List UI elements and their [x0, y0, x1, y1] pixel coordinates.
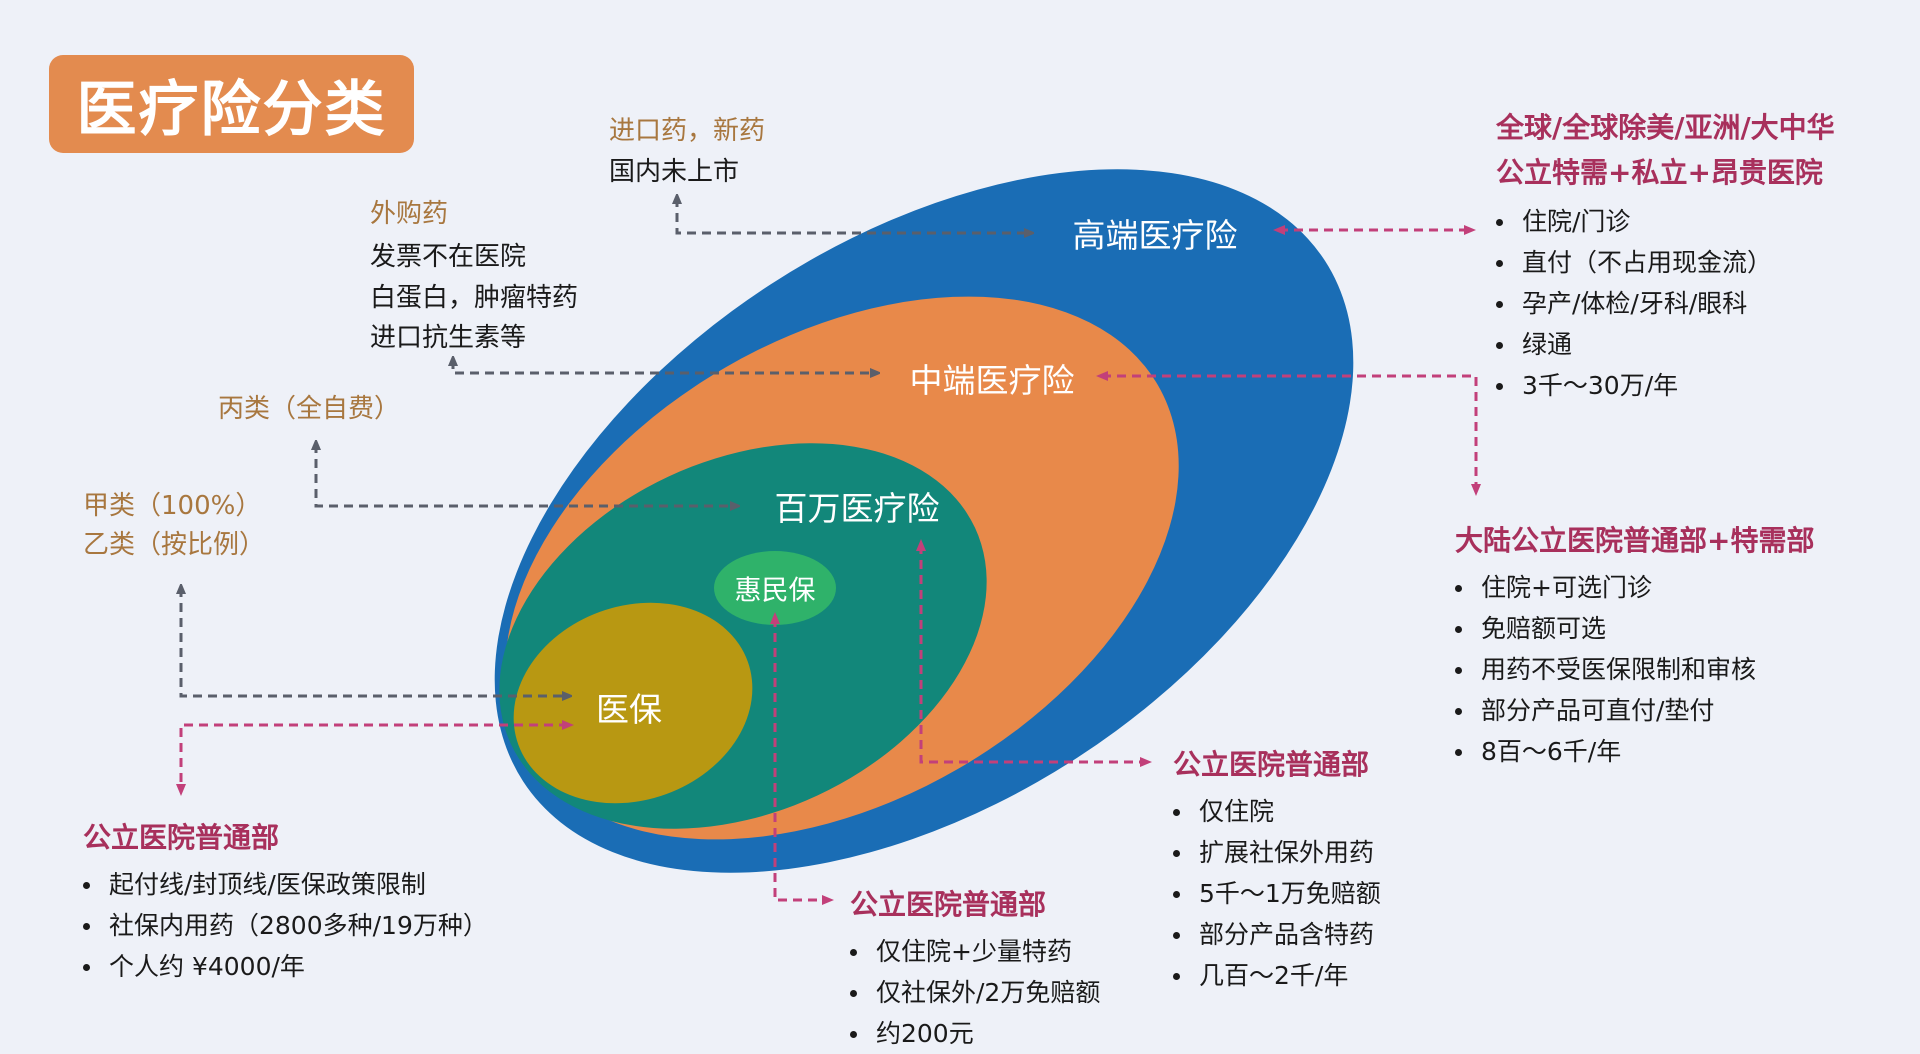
arrow-external-drugs — [453, 360, 876, 373]
list-item: 住院+可选门诊 — [1455, 567, 1814, 608]
list-item: 起付线/封顶线/医保政策限制 — [83, 864, 488, 905]
list-item: 部分产品可直付/垫付 — [1455, 690, 1814, 731]
list-item: 直付（不占用现金流） — [1496, 242, 1835, 283]
list-item: 用药不受医保限制和审核 — [1455, 649, 1814, 690]
external-drugs-line: 进口抗生素等 — [370, 323, 527, 353]
huiminbao-label: 惠民保 — [734, 575, 816, 607]
external-drugs-label: 外购药 — [370, 199, 449, 229]
arrow-social-coverage — [176, 720, 574, 796]
imported-drugs-label: 进口药，新药 — [609, 116, 766, 146]
high-end-coverage-title: 全球/全球除美/亚洲/大中华 — [1496, 111, 1835, 144]
high-end-coverage: 全球/全球除美/亚洲/大中华 公立特需+私立+昂贵医院 住院/门诊 直付（不占用… — [1496, 106, 1835, 406]
arrow-huiminbao-coverage — [770, 612, 834, 905]
social-label: 医保 — [596, 690, 662, 729]
list-item: 部分产品含特药 — [1173, 914, 1381, 955]
list-item: 个人约 ¥4000/年 — [83, 946, 488, 987]
list-item: 免赔额可选 — [1455, 608, 1814, 649]
arrow-class-c — [316, 444, 736, 506]
list-item: 8百～6千/年 — [1455, 731, 1814, 772]
high-end-coverage-title: 公立特需+私立+昂贵医院 — [1496, 156, 1823, 189]
list-item: 仅住院+少量特药 — [850, 931, 1100, 972]
list-item: 仅住院 — [1173, 791, 1381, 832]
page-title: 医疗险分类 — [49, 55, 414, 153]
million-coverage: 公立医院普通部 仅住院 扩展社保外用药 5千～1万免赔额 部分产品含特药 几百～… — [1173, 743, 1381, 996]
social-coverage-title: 公立医院普通部 — [83, 821, 280, 854]
external-drugs-line: 白蛋白，肿瘤特药 — [370, 283, 579, 313]
imported-drugs-line: 国内未上市 — [609, 157, 740, 187]
mid-end-coverage: 大陆公立医院普通部+特需部 住院+可选门诊 免赔额可选 用药不受医保限制和审核 … — [1455, 519, 1814, 772]
mid-end-label: 中端医疗险 — [909, 361, 1075, 400]
arrow-imported-drugs — [677, 198, 1030, 233]
class-b-label: 乙类（按比例） — [83, 530, 266, 560]
list-item: 仅社保外/2万免赔额 — [850, 972, 1100, 1013]
list-item: 绿通 — [1496, 324, 1835, 365]
class-c-label: 丙类（全自费） — [218, 394, 401, 424]
external-drugs-line: 发票不在医院 — [370, 242, 527, 272]
million-label: 百万医疗险 — [774, 489, 940, 528]
arrow-million-coverage — [916, 539, 1152, 767]
huiminbao-coverage: 公立医院普通部 仅住院+少量特药 仅社保外/2万免赔额 约200元 — [850, 883, 1100, 1054]
arrow-class-ab — [181, 588, 568, 696]
arrow-mid-end-coverage — [1096, 371, 1481, 496]
list-item: 孕产/体检/牙科/眼科 — [1496, 283, 1835, 324]
list-item: 5千～1万免赔额 — [1173, 873, 1381, 914]
list-item: 住院/门诊 — [1496, 201, 1835, 242]
mid-end-coverage-title: 大陆公立医院普通部+特需部 — [1455, 524, 1815, 557]
list-item: 扩展社保外用药 — [1173, 832, 1381, 873]
huiminbao-coverage-title: 公立医院普通部 — [850, 888, 1047, 921]
list-item: 几百～2千/年 — [1173, 955, 1381, 996]
high-end-label: 高端医疗险 — [1072, 216, 1238, 255]
list-item: 社保内用药（2800多种/19万种） — [83, 905, 488, 946]
social-coverage: 公立医院普通部 起付线/封顶线/医保政策限制 社保内用药（2800多种/19万种… — [83, 816, 488, 987]
huiminbao-ring — [714, 551, 836, 625]
million-coverage-title: 公立医院普通部 — [1173, 748, 1370, 781]
list-item: 约200元 — [850, 1013, 1100, 1054]
list-item: 3千～30万/年 — [1496, 365, 1835, 406]
class-a-label: 甲类（100%） — [83, 491, 262, 521]
